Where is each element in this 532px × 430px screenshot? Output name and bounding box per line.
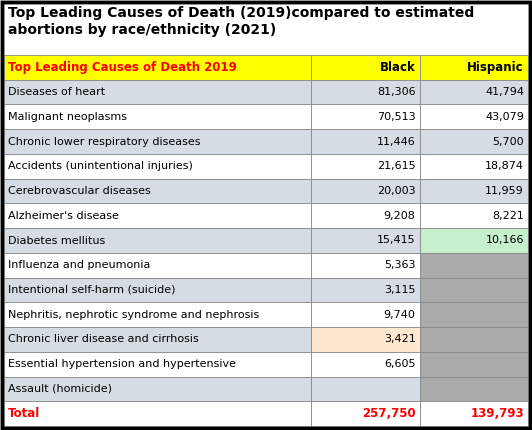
Text: Top Leading Causes of Death (2019)compared to estimated
abortions by race/ethnic: Top Leading Causes of Death (2019)compar…: [8, 6, 474, 37]
Text: 15,415: 15,415: [377, 236, 415, 246]
Bar: [4, 203, 311, 228]
Bar: [311, 55, 420, 80]
Bar: [420, 104, 528, 129]
Text: 9,208: 9,208: [384, 211, 415, 221]
Bar: [311, 253, 420, 278]
Bar: [420, 203, 528, 228]
Bar: [420, 302, 528, 327]
Bar: [311, 401, 420, 426]
Bar: [311, 352, 420, 377]
Bar: [4, 352, 311, 377]
Bar: [420, 327, 528, 352]
Text: 70,513: 70,513: [377, 112, 415, 122]
Bar: [311, 377, 420, 401]
Bar: [311, 302, 420, 327]
Bar: [4, 327, 311, 352]
Text: 43,079: 43,079: [485, 112, 524, 122]
Text: Hispanic: Hispanic: [468, 61, 524, 74]
Text: 139,793: 139,793: [470, 407, 524, 420]
Bar: [420, 154, 528, 179]
Text: 10,166: 10,166: [486, 236, 524, 246]
Text: Malignant neoplasms: Malignant neoplasms: [8, 112, 127, 122]
Bar: [420, 377, 528, 401]
Text: Accidents (unintentional injuries): Accidents (unintentional injuries): [8, 161, 193, 171]
Bar: [420, 352, 528, 377]
Text: 81,306: 81,306: [377, 87, 415, 97]
Text: 20,003: 20,003: [377, 186, 415, 196]
Bar: [4, 278, 311, 302]
Bar: [420, 278, 528, 302]
Text: 3,115: 3,115: [384, 285, 415, 295]
Bar: [4, 154, 311, 179]
Bar: [311, 80, 420, 104]
Text: 3,421: 3,421: [384, 335, 415, 344]
Bar: [4, 253, 311, 278]
Text: Black: Black: [380, 61, 415, 74]
Bar: [420, 401, 528, 426]
Text: Total: Total: [8, 407, 40, 420]
Text: Cerebrovascular diseases: Cerebrovascular diseases: [8, 186, 151, 196]
Bar: [420, 179, 528, 203]
Text: Intentional self-harm (suicide): Intentional self-harm (suicide): [8, 285, 176, 295]
Bar: [311, 278, 420, 302]
Text: 41,794: 41,794: [485, 87, 524, 97]
Bar: [420, 55, 528, 80]
Text: Alzheimer's disease: Alzheimer's disease: [8, 211, 119, 221]
Text: 8,221: 8,221: [492, 211, 524, 221]
Bar: [4, 401, 311, 426]
Text: Influenza and pneumonia: Influenza and pneumonia: [8, 260, 151, 270]
Text: 6,605: 6,605: [384, 359, 415, 369]
Text: Diabetes mellitus: Diabetes mellitus: [8, 236, 105, 246]
Bar: [4, 179, 311, 203]
Bar: [4, 129, 311, 154]
Bar: [4, 228, 311, 253]
Text: 257,750: 257,750: [362, 407, 415, 420]
Text: Nephritis, nephrotic syndrome and nephrosis: Nephritis, nephrotic syndrome and nephro…: [8, 310, 259, 319]
Bar: [311, 129, 420, 154]
Bar: [311, 104, 420, 129]
Bar: [311, 228, 420, 253]
Text: Chronic lower respiratory diseases: Chronic lower respiratory diseases: [8, 137, 201, 147]
Bar: [4, 55, 311, 80]
Text: 21,615: 21,615: [377, 161, 415, 171]
Bar: [420, 228, 528, 253]
Text: Assault (homicide): Assault (homicide): [8, 384, 112, 394]
Bar: [4, 377, 311, 401]
Text: Essential hypertension and hypertensive: Essential hypertension and hypertensive: [8, 359, 236, 369]
Text: Diseases of heart: Diseases of heart: [8, 87, 105, 97]
Text: 9,740: 9,740: [384, 310, 415, 319]
Text: Top Leading Causes of Death 2019: Top Leading Causes of Death 2019: [8, 61, 237, 74]
Bar: [4, 104, 311, 129]
Text: Chronic liver disease and cirrhosis: Chronic liver disease and cirrhosis: [8, 335, 199, 344]
Bar: [311, 154, 420, 179]
Text: 11,446: 11,446: [377, 137, 415, 147]
Bar: [311, 327, 420, 352]
Bar: [420, 80, 528, 104]
Bar: [4, 80, 311, 104]
Text: 5,363: 5,363: [384, 260, 415, 270]
Bar: [420, 129, 528, 154]
Bar: [4, 302, 311, 327]
Bar: [311, 179, 420, 203]
Bar: [420, 253, 528, 278]
Text: 5,700: 5,700: [493, 137, 524, 147]
Text: 18,874: 18,874: [485, 161, 524, 171]
Text: 11,959: 11,959: [485, 186, 524, 196]
Bar: [311, 203, 420, 228]
